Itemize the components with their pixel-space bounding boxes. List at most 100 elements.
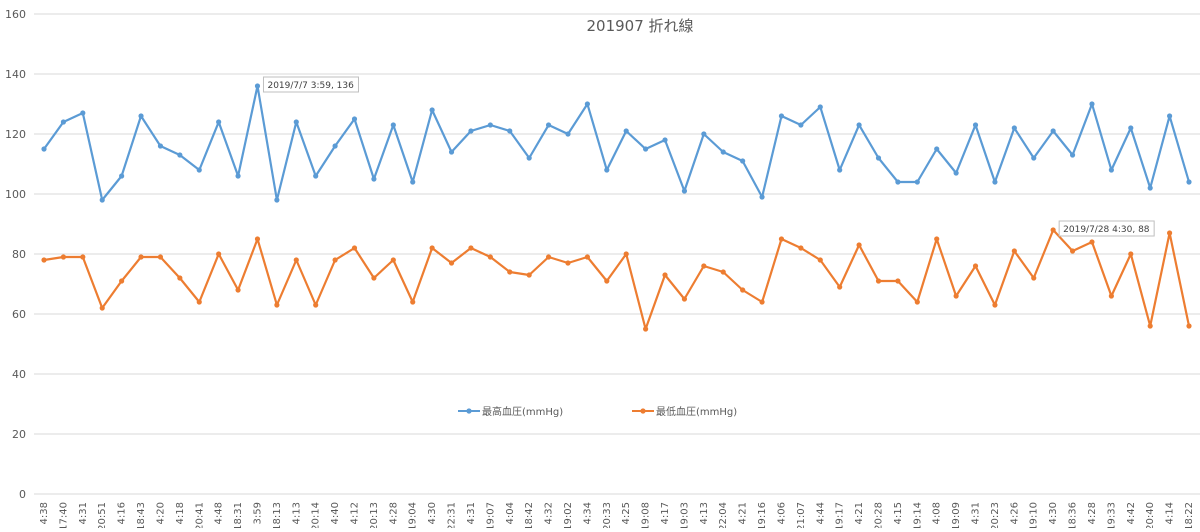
- data-point[interactable]: [992, 302, 998, 308]
- data-point[interactable]: [177, 275, 183, 281]
- data-point[interactable]: [875, 155, 882, 161]
- data-point[interactable]: [953, 170, 959, 176]
- data-point[interactable]: [448, 260, 455, 266]
- data-point[interactable]: [798, 245, 804, 251]
- data-point[interactable]: [119, 278, 125, 284]
- data-point[interactable]: [720, 149, 726, 155]
- data-point[interactable]: [429, 107, 435, 113]
- data-point[interactable]: [1147, 185, 1153, 191]
- data-point[interactable]: [157, 143, 164, 149]
- data-point[interactable]: [390, 257, 396, 263]
- data-point[interactable]: [313, 173, 319, 179]
- data-point[interactable]: [526, 155, 532, 161]
- data-point[interactable]: [448, 149, 455, 155]
- data-point[interactable]: [313, 302, 319, 308]
- data-point[interactable]: [196, 167, 202, 173]
- data-point[interactable]: [1186, 179, 1192, 185]
- data-point[interactable]: [429, 245, 435, 251]
- data-point[interactable]: [1128, 125, 1134, 131]
- data-point[interactable]: [332, 143, 338, 149]
- data-point[interactable]: [972, 122, 979, 128]
- data-point[interactable]: [1031, 155, 1037, 161]
- data-point[interactable]: [565, 131, 571, 137]
- data-point[interactable]: [643, 146, 649, 152]
- data-point[interactable]: [895, 179, 901, 185]
- data-point[interactable]: [235, 173, 241, 179]
- data-point[interactable]: [235, 287, 241, 293]
- data-point[interactable]: [274, 302, 280, 308]
- data-point[interactable]: [468, 128, 474, 134]
- data-point[interactable]: [80, 110, 86, 116]
- data-point[interactable]: [390, 122, 396, 128]
- data-point[interactable]: [662, 272, 668, 278]
- data-point[interactable]: [99, 197, 105, 203]
- data-point[interactable]: [740, 287, 746, 293]
- data-point[interactable]: [837, 284, 843, 290]
- data-point[interactable]: [41, 257, 47, 263]
- data-point[interactable]: [119, 173, 125, 179]
- data-point[interactable]: [1069, 152, 1076, 158]
- data-point[interactable]: [584, 101, 590, 107]
- data-point[interactable]: [701, 263, 707, 269]
- data-point[interactable]: [643, 326, 649, 332]
- data-point[interactable]: [60, 254, 67, 260]
- data-point[interactable]: [487, 254, 493, 260]
- data-point[interactable]: [410, 179, 416, 185]
- data-point[interactable]: [293, 257, 299, 263]
- data-point[interactable]: [216, 119, 222, 125]
- data-point[interactable]: [623, 128, 629, 134]
- data-point[interactable]: [817, 257, 823, 263]
- data-point[interactable]: [1011, 248, 1017, 254]
- data-point[interactable]: [681, 296, 688, 302]
- data-point[interactable]: [526, 272, 532, 278]
- data-point[interactable]: [1108, 293, 1114, 299]
- data-point[interactable]: [507, 269, 513, 275]
- data-point[interactable]: [565, 260, 571, 266]
- data-point[interactable]: [293, 119, 299, 125]
- data-point[interactable]: [351, 245, 358, 251]
- data-point[interactable]: [1166, 113, 1173, 119]
- data-point[interactable]: [817, 104, 823, 110]
- data-point[interactable]: [1069, 248, 1076, 254]
- data-point[interactable]: [914, 179, 920, 185]
- data-point[interactable]: [759, 299, 765, 305]
- data-point[interactable]: [1166, 230, 1173, 236]
- data-point[interactable]: [332, 257, 338, 263]
- data-point[interactable]: [545, 254, 552, 260]
- data-point[interactable]: [138, 113, 144, 119]
- data-point[interactable]: [507, 128, 513, 134]
- data-point[interactable]: [604, 278, 610, 284]
- data-point[interactable]: [274, 197, 280, 203]
- data-point[interactable]: [875, 278, 882, 284]
- data-point[interactable]: [177, 152, 183, 158]
- data-point[interactable]: [138, 254, 144, 260]
- data-point[interactable]: [196, 299, 202, 305]
- data-point[interactable]: [992, 179, 998, 185]
- data-point[interactable]: [80, 254, 86, 260]
- data-point[interactable]: [1011, 125, 1017, 131]
- data-point[interactable]: [740, 158, 746, 164]
- data-point[interactable]: [1147, 323, 1153, 329]
- data-point[interactable]: [1128, 251, 1134, 257]
- data-point[interactable]: [254, 236, 261, 242]
- data-point[interactable]: [759, 194, 765, 200]
- data-point[interactable]: [1089, 239, 1095, 245]
- data-point[interactable]: [351, 116, 358, 122]
- data-point[interactable]: [60, 119, 67, 125]
- data-point[interactable]: [1186, 323, 1192, 329]
- data-point[interactable]: [254, 83, 261, 89]
- data-point[interactable]: [778, 236, 785, 242]
- data-point[interactable]: [584, 254, 590, 260]
- data-point[interactable]: [934, 236, 940, 242]
- data-point[interactable]: [468, 245, 474, 251]
- data-point[interactable]: [1031, 275, 1037, 281]
- data-point[interactable]: [1050, 128, 1056, 134]
- data-point[interactable]: [371, 275, 377, 281]
- data-point[interactable]: [681, 188, 688, 194]
- data-point[interactable]: [545, 122, 552, 128]
- data-point[interactable]: [972, 263, 979, 269]
- data-point[interactable]: [856, 242, 862, 248]
- data-point[interactable]: [1108, 167, 1114, 173]
- data-point[interactable]: [953, 293, 959, 299]
- data-point[interactable]: [895, 278, 901, 284]
